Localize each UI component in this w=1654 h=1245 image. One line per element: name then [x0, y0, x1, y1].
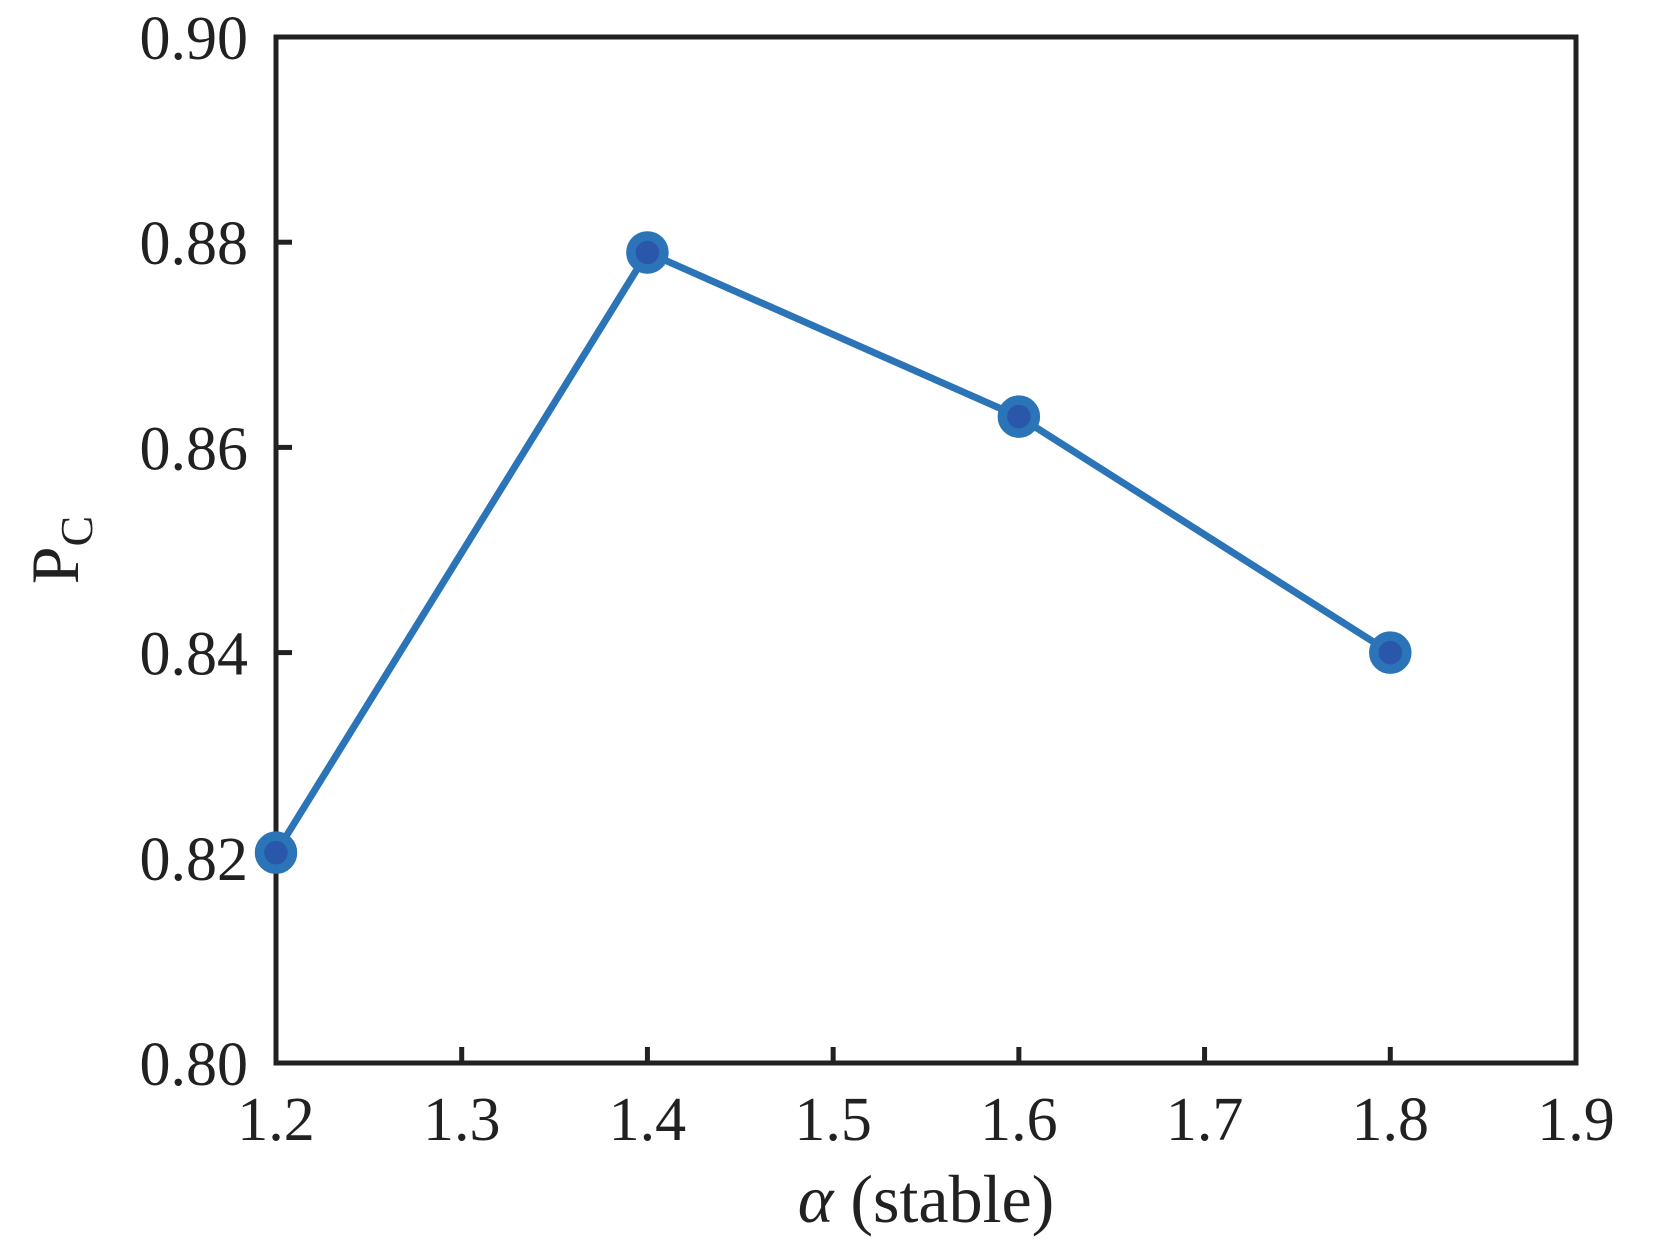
data-line: [272, 248, 1394, 857]
y-axis-label: PC: [17, 516, 102, 585]
x-tick-label: 1.8: [1352, 1086, 1430, 1154]
x-tick-label: 1.7: [1166, 1086, 1244, 1154]
data-point-marker: [626, 231, 669, 274]
y-tick-label: 0.88: [140, 210, 249, 278]
y-tick-label: 0.90: [140, 5, 249, 73]
x-tick-label: 1.4: [609, 1086, 687, 1154]
plot-area-border: [273, 34, 1579, 1066]
y-tick-label: 0.82: [140, 826, 249, 894]
x-tick-label: 1.6: [980, 1086, 1058, 1154]
x-tick-label: 1.2: [237, 1086, 315, 1154]
y-tick-label: 0.84: [140, 621, 249, 689]
data-point-marker: [254, 831, 298, 874]
data-point-marker: [1369, 631, 1412, 674]
data-point-marker: [997, 395, 1041, 438]
x-tick-label: 1.9: [1537, 1086, 1615, 1154]
y-tick-label: 0.80: [140, 1031, 249, 1099]
x-axis-label: α (stable): [798, 1161, 1055, 1237]
y-tick-label: 0.86: [140, 415, 249, 483]
x-tick-label: 1.3: [423, 1086, 501, 1154]
x-tick-label: 1.5: [794, 1086, 872, 1154]
